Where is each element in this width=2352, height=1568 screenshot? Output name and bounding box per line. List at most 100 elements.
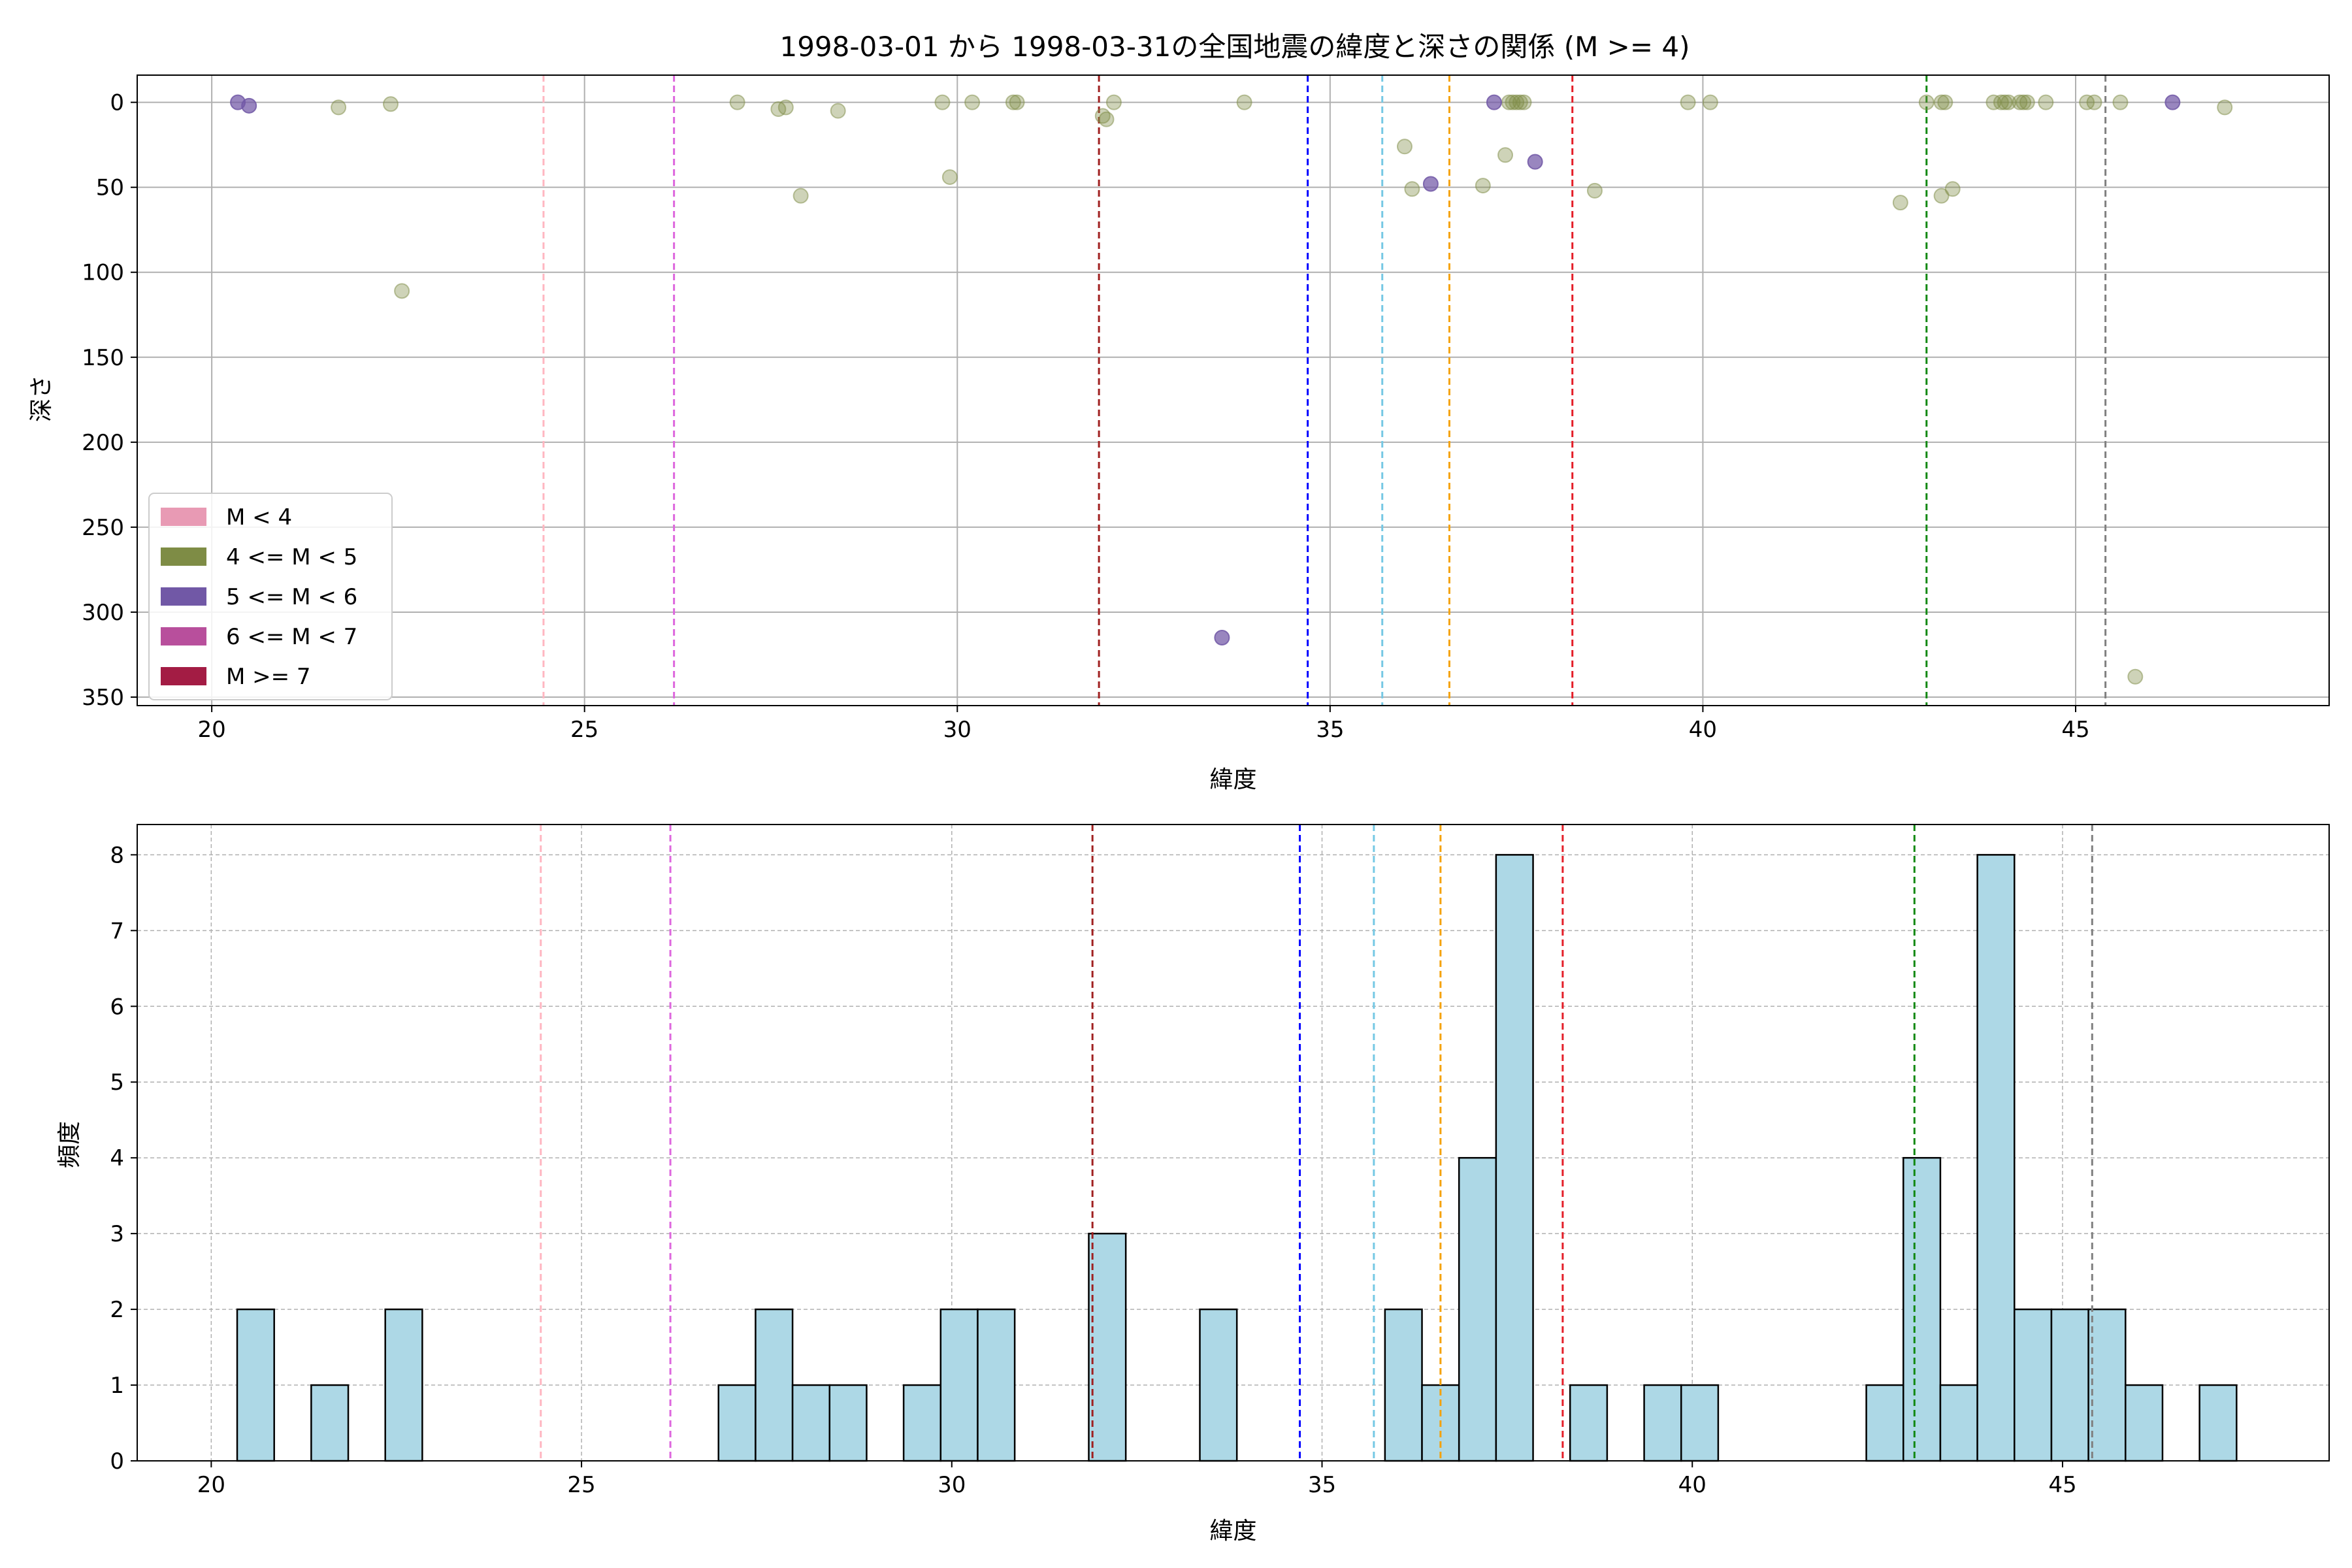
- chart-title: 1998-03-01 から 1998-03-31の全国地震の緯度と深さの関係 (…: [779, 31, 1690, 63]
- scatter-point: [394, 283, 410, 299]
- legend-swatch: [161, 667, 206, 685]
- scatter-point: [2164, 94, 2181, 110]
- histogram-bar: [1199, 1308, 1238, 1462]
- histogram-y-tick-label: 3: [110, 1221, 124, 1247]
- scatter-point: [2038, 94, 2054, 110]
- legend-swatch: [161, 627, 206, 645]
- legend-label: M < 4: [226, 504, 292, 531]
- scatter-grid: [137, 75, 2329, 706]
- histogram-y-axis-label: 頻度: [56, 1121, 83, 1168]
- scatter-point: [1918, 94, 1935, 110]
- legend-label: M >= 7: [226, 664, 311, 690]
- scatter-y-tick-label: 100: [82, 260, 124, 286]
- scatter-y-tick-label: 150: [82, 345, 124, 371]
- histogram-x-tick-label: 20: [197, 1472, 225, 1498]
- scatter-point: [1422, 176, 1439, 192]
- scatter-point: [1214, 629, 1230, 645]
- histogram-bar: [1569, 1384, 1609, 1462]
- scatter-y-axis-label: 深さ: [28, 375, 55, 422]
- scatter-point: [2112, 94, 2129, 110]
- scatter-x-ticks: 20 25 30 35 40 45: [197, 706, 2090, 743]
- histogram-bar: [1903, 1156, 1942, 1462]
- histogram-y-tick-label: 6: [110, 994, 124, 1020]
- histogram-bar: [1458, 1156, 1497, 1462]
- scatter-y-tick-label: 200: [82, 430, 124, 456]
- legend-swatch: [161, 508, 206, 526]
- scatter-point: [941, 169, 958, 186]
- scatter-point: [2019, 94, 2035, 110]
- histogram-bar: [1495, 854, 1534, 1462]
- histogram-bar: [1680, 1384, 1720, 1462]
- histogram-y-tick-label: 8: [110, 842, 124, 868]
- histogram-y-tick-label: 0: [110, 1448, 124, 1475]
- histogram-x-tick-label: 25: [567, 1472, 595, 1498]
- scatter-y-tick-label: 300: [82, 600, 124, 626]
- scatter-point: [331, 99, 347, 116]
- scatter-y-ticks: 0 50 100 150 200 250 300 350: [82, 90, 137, 711]
- scatter-point: [1944, 181, 1961, 197]
- scatter-point: [934, 94, 951, 110]
- legend-label: 4 <= M < 5: [226, 544, 357, 570]
- scatter-point: [1512, 94, 1528, 110]
- legend-swatch: [161, 547, 206, 566]
- scatter-point: [1892, 195, 1908, 211]
- histogram-bar: [236, 1308, 275, 1462]
- legend-label: 5 <= M < 6: [226, 584, 357, 610]
- scatter-legend: M < 4 4 <= M < 5 5 <= M < 6 6 <= M < 7 M >= …: [148, 493, 393, 700]
- histogram-bar: [902, 1384, 942, 1462]
- histogram-y-tick-label: 1: [110, 1373, 124, 1399]
- scatter-y-tick-label: 0: [110, 90, 124, 116]
- histogram-reference-lines: [540, 825, 2093, 1461]
- histogram-bar: [2050, 1308, 2089, 1462]
- scatter-point: [964, 94, 981, 110]
- scatter-x-tick-label: 30: [943, 717, 972, 743]
- histogram-y-tick-label: 4: [110, 1145, 124, 1171]
- histogram-bar: [1939, 1384, 1978, 1462]
- histogram-bar: [2198, 1384, 2238, 1462]
- histogram-bar: [2087, 1308, 2127, 1462]
- scatter-point: [1933, 94, 1950, 110]
- scatter-point: [1396, 139, 1413, 155]
- histogram-bar: [717, 1384, 757, 1462]
- scatter-point: [1586, 182, 1603, 199]
- histogram-bar: [1976, 854, 2016, 1462]
- scatter-point: [1497, 147, 1514, 163]
- scatter-point: [1105, 94, 1122, 110]
- scatter-point: [1404, 181, 1420, 197]
- scatter-x-tick-label: 40: [1689, 717, 1717, 743]
- histogram-bar: [384, 1308, 423, 1462]
- histogram-bar: [828, 1384, 868, 1462]
- scatter-point: [1680, 94, 1696, 110]
- scatter-reference-lines: [542, 75, 2107, 706]
- histogram-bar: [755, 1308, 794, 1462]
- scatter-chart: 1998-03-01 から 1998-03-31の全国地震の緯度と深さの関係 (…: [28, 31, 2330, 793]
- scatter-point: [2127, 668, 2144, 685]
- scatter-point: [1475, 178, 1491, 194]
- histogram-y-tick-label: 2: [110, 1297, 124, 1323]
- scatter-point: [777, 99, 794, 116]
- histogram-x-tick-label: 45: [2048, 1472, 2076, 1498]
- scatter-x-tick-label: 20: [197, 717, 225, 743]
- scatter-y-tick-label: 50: [96, 175, 124, 201]
- scatter-points: [230, 94, 2233, 685]
- scatter-point: [1098, 111, 1115, 127]
- scatter-point: [1527, 154, 1543, 170]
- scatter-point: [792, 188, 809, 204]
- histogram-x-axis-label: 緯度: [1209, 1518, 1256, 1544]
- histogram-bar: [1865, 1384, 1904, 1462]
- scatter-point: [729, 94, 745, 110]
- histogram-bar: [977, 1308, 1016, 1462]
- scatter-point: [2217, 99, 2233, 116]
- scatter-x-tick-label: 35: [1316, 717, 1344, 743]
- legend-label: 6 <= M < 7: [226, 624, 357, 650]
- scatter-point: [1005, 94, 1021, 110]
- histogram-bar: [1088, 1232, 1127, 1462]
- histogram-y-tick-label: 5: [110, 1070, 124, 1096]
- scatter-y-tick-label: 350: [82, 685, 124, 711]
- scatter-point: [1937, 94, 1953, 110]
- scatter-point: [1702, 94, 1718, 110]
- histogram-y-tick-label: 7: [110, 918, 124, 944]
- histogram-bars: [236, 854, 2238, 1462]
- scatter-plot-frame: [137, 74, 2330, 706]
